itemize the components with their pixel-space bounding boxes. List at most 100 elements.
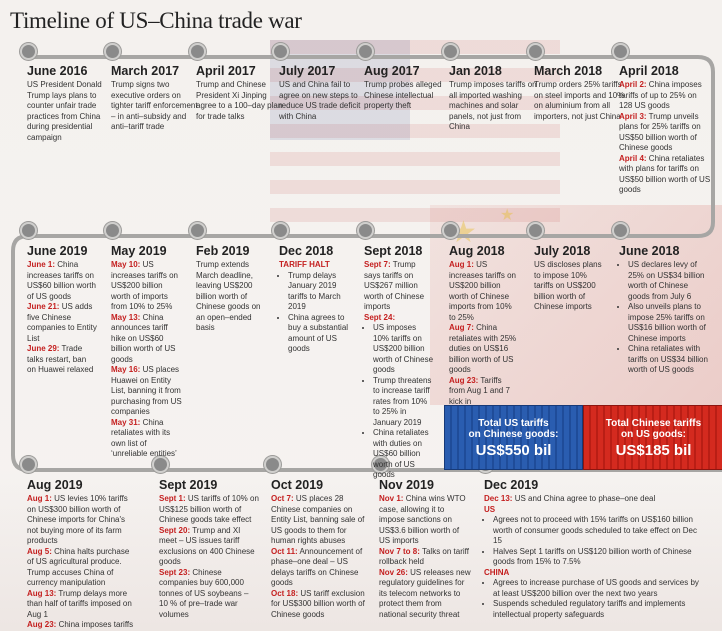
entry-text: Trump extends March deadline, leaving US… [196, 260, 261, 332]
china-tariffs-label-2: on US goods: [621, 429, 686, 440]
china-tariffs-label-1: Total Chinese tariffs [605, 418, 702, 429]
entry-text: US and China fail to agree on new steps … [279, 80, 361, 121]
timeline-dot [612, 222, 629, 239]
entry-item-text: US releases new regulatory guidelines fo… [379, 567, 471, 619]
entry-date: April 2017 [196, 64, 256, 78]
entry-item: Nov 1: China wins WTO case, allowing it … [379, 494, 471, 547]
entry-item: June 21: US adds five Chinese companies … [27, 302, 97, 344]
timeline-entry: April 2018 April 2: China imposes tariffs… [619, 64, 711, 196]
entry-item-text: US tariff exclusion for US$300 billion w… [271, 588, 365, 619]
timeline-entry: March 2017 Trump signs two executive orde… [111, 64, 203, 133]
timeline-entry: July 2017 US and China fail to agree on n… [279, 64, 371, 122]
entry-item: Aug 1: US increases tariffs on US$200 bi… [449, 260, 519, 323]
entry-item-date: May 13: [111, 312, 141, 322]
entry-text: US President Donald Trump lays plans to … [27, 80, 102, 142]
entry-item-text: China increases tariffs on US$60 billion… [27, 260, 96, 301]
entry-date: Sept 2018 [364, 244, 423, 258]
timeline-dot [357, 43, 374, 60]
entry-item: Dec 13: US and China agree to phase–one … [484, 494, 701, 505]
entry-item-text: Talks on tariff rollback held [379, 546, 469, 567]
entry-item: June 29: Trade talks restart, ban on Hua… [27, 344, 97, 376]
entry-text: Trump signs two executive orders on tigh… [111, 80, 198, 131]
entry-item-date: Dec 13: [484, 494, 513, 503]
entry-item-text: US and China agree to phase–one deal [514, 494, 656, 503]
entry-bullet: China agrees to buy a substantial amount… [288, 313, 353, 355]
entry-item: May 16: US places Huawei on Entity List,… [111, 365, 183, 418]
timeline-dot [372, 456, 389, 473]
entry-item-text: Announcement of phase–one deal – US dela… [271, 546, 363, 588]
timeline-dot [272, 43, 289, 60]
entry-item-date: April 3: [619, 111, 647, 121]
entry-item: June 1: China increases tariffs on US$60… [27, 260, 97, 302]
timeline-dot [20, 456, 37, 473]
timeline-dot [104, 222, 121, 239]
entry-date: Sept 2019 [159, 478, 218, 492]
timeline-dot [104, 43, 121, 60]
entry-item-date: Sept 24: [364, 312, 396, 322]
entry-date: Nov 2019 [379, 478, 434, 492]
entry-date: June 2016 [27, 64, 88, 78]
timeline-entry: Jan 2018 Trump imposes tariffs on all imp… [449, 64, 541, 133]
entry-date: June 2019 [27, 244, 88, 258]
entry-item-date: Aug 7: [449, 323, 474, 332]
entry-item-date: Aug 23: [449, 375, 479, 385]
china-flag-background: ★ ★ [430, 205, 722, 405]
timeline-entry: Aug 2019 Aug 1: US levies 10% tariffs on … [27, 478, 134, 631]
entry-item: May 10: US increases tariffs on US$200 b… [111, 260, 183, 313]
entry-date: Aug 2018 [449, 244, 505, 258]
timeline-dot [442, 43, 459, 60]
entry-item-text: US increases tariffs on US$200 billion w… [111, 260, 178, 311]
entry-date: July 2017 [279, 64, 336, 78]
us-bullets: Agrees not to proceed with 15% tariffs o… [484, 515, 701, 568]
entry-item-text: China retaliates with 25% duties on US$1… [449, 323, 517, 374]
china-tariffs-value: US$185 bil [615, 442, 692, 459]
entry-bullet: Agrees to increase purchase of US goods … [493, 578, 701, 599]
entry-item: Aug 1: US levies 10% tariffs on US$300 b… [27, 494, 134, 547]
entry-item-text: US places Huawei on Entity List, banning… [111, 365, 182, 416]
entry-item-date: Sept 7: [364, 260, 391, 269]
timeline-dot [612, 43, 629, 60]
entry-item: Aug 13: Trump delays more than half of t… [27, 589, 134, 621]
entry-item-text: Trump says tariffs on US$267 million wor… [364, 260, 425, 311]
entry-bullets: US declares levy of 25% on US$34 billion… [619, 260, 709, 376]
entry-date: Oct 2019 [271, 478, 324, 492]
entry-item-date: June 29: [27, 344, 60, 353]
timeline-entry: Dec 2018 TARIFF HALT Trump delays January … [279, 244, 353, 355]
china-bullets: Agrees to increase purchase of US goods … [484, 578, 701, 620]
timeline-entry: June 2018 US declares levy of 25% on US$3… [619, 244, 709, 376]
entry-item-date: May 31: [111, 417, 141, 427]
us-tariffs-value: US$550 bil [475, 442, 552, 459]
entry-bullet: Suspends scheduled regulatory tariffs an… [493, 599, 701, 620]
entry-item-date: Aug 13: [27, 588, 57, 598]
entry-item-date: Nov 1: [379, 494, 404, 503]
entry-text: Trump orders 25% tariffs on steel import… [534, 80, 625, 121]
entry-bullet: US declares levy of 25% on US$34 billion… [628, 260, 709, 302]
us-tariffs-label-1: Total US tariffs [478, 418, 549, 429]
entry-item-text: China halts purchase of US agricultural … [27, 546, 130, 588]
timeline-entry: March 2018 Trump orders 25% tariffs on st… [534, 64, 626, 122]
entry-text: Trump and Chinese President Xi Jinping a… [196, 80, 283, 121]
timeline-entry: Sept 2019 Sept 1: US tariffs of 10% on US… [159, 478, 259, 620]
bottom-background [0, 470, 722, 631]
entry-text: US discloses plans to impose 10% tariffs… [534, 260, 602, 311]
entry-date: March 2018 [534, 64, 603, 78]
entry-item-date: May 16: [111, 365, 141, 374]
entry-bullet: China retaliates with tariffs on US$34 b… [628, 344, 709, 376]
timeline-entry: Sept 2018 Sept 7: Trump says tariffs on U… [364, 244, 434, 481]
entry-item: Sept 7: Trump says tariffs on US$267 mil… [364, 260, 434, 313]
entry-item-text: Trump delays more than half of tariffs i… [27, 588, 132, 619]
entry-item-text: Chinese companies buy 600,000 tonnes of … [159, 567, 249, 619]
entry-item: Oct 7: US places 28 Chinese companies on… [271, 494, 365, 547]
entry-date: Jan 2018 [449, 64, 502, 78]
entry-bullets: Trump delays January 2019 tariffs to Mar… [279, 271, 353, 355]
timeline-entry: June 2016 US President Donald Trump lays … [27, 64, 119, 143]
entry-item-text: US adds five Chinese companies to Entity… [27, 302, 97, 343]
entry-item-date: Aug 1: [449, 260, 474, 269]
entry-item-date: Oct 11: [271, 546, 298, 556]
entry-text: Trump probes alleged Chinese intellectua… [364, 80, 442, 110]
entry-item-text: US increases tariffs on US$200 billion w… [449, 260, 516, 322]
entry-item: May 31: China retaliates with its own li… [111, 418, 183, 460]
entry-item: April 2: China imposes tariffs of up to … [619, 80, 711, 112]
entry-item-date: Nov 7 to 8: [379, 546, 420, 556]
entry-item-date: Sept 23: [159, 567, 191, 577]
